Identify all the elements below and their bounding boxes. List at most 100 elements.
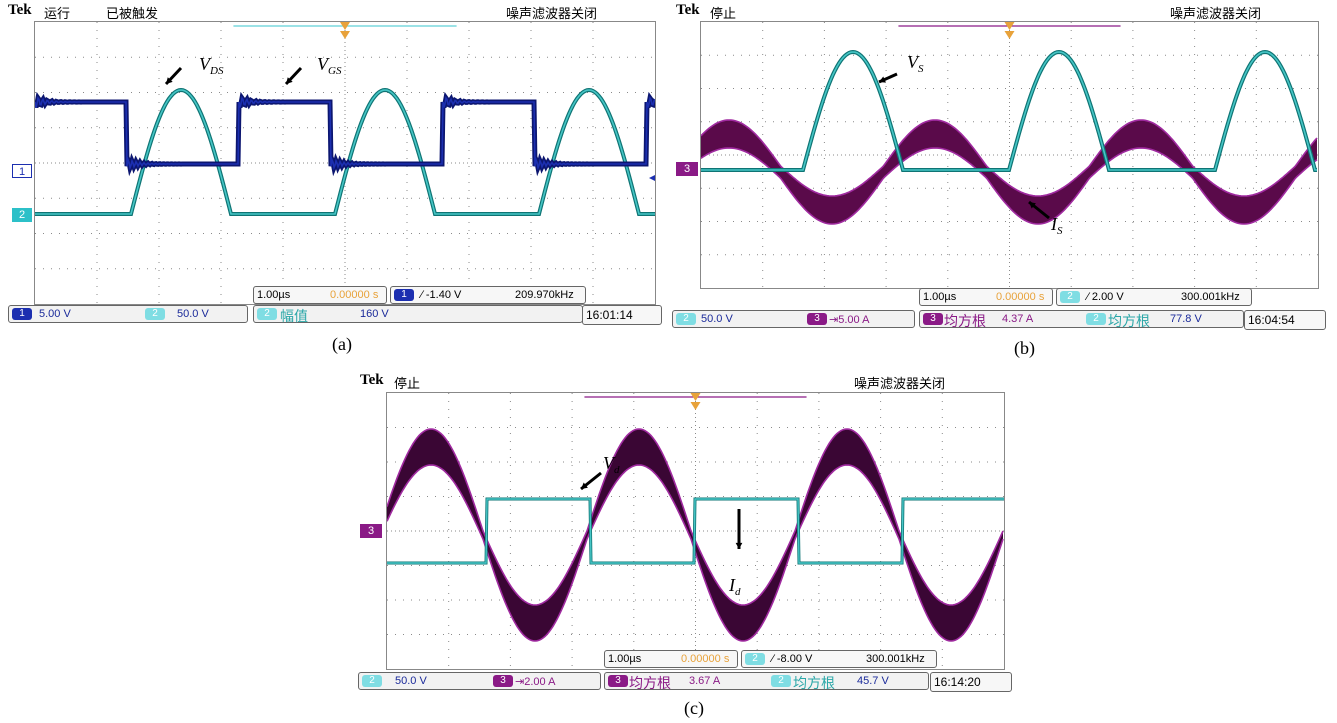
ch1-chip: 1: [12, 308, 32, 320]
timebase-box-b: 1.00µs 0.00000 s: [919, 288, 1053, 306]
vgs-arrow-head: [286, 77, 293, 84]
channel-2-marker: 2: [12, 208, 32, 222]
id-label: Id: [728, 575, 741, 598]
ch2-chip: 2: [362, 675, 382, 687]
timebase-value: 1.00µs: [257, 289, 291, 301]
caption-c: (c): [684, 698, 704, 718]
vs-trace: [701, 51, 1317, 171]
is-trace-band: [701, 120, 1317, 224]
id-trace: [387, 498, 1004, 564]
brand-label: Tek: [360, 372, 384, 388]
ch3-scale: ⇥5.00 A: [829, 314, 870, 326]
trigger-state: 已被触发: [106, 6, 159, 21]
vs-label: VS: [907, 52, 924, 75]
trigger-level: ∕ -8.00 V: [772, 653, 813, 665]
trigger-channel-chip: 1: [394, 289, 414, 301]
trigger-box-a: 1 ∕ -1.40 V 209.970kHz: [390, 286, 586, 304]
is-trace-lower: [701, 147, 1318, 225]
vs-arrow-head: [879, 76, 886, 83]
meas2-value: 77.8 V: [1170, 313, 1202, 325]
timebase-box-c: 1.00µs 0.00000 s: [604, 650, 738, 668]
brand-label: Tek: [8, 2, 32, 18]
meas1-name: 均方根: [944, 313, 986, 329]
meas2-chip: 2: [1086, 313, 1106, 325]
channel-1-marker: 1: [12, 164, 32, 178]
meas1-chip: 3: [923, 313, 943, 325]
timebase-value: 1.00µs: [923, 291, 957, 303]
trigger-position-icon: [690, 393, 701, 401]
noise-filter-status: 噪声滤波器关闭: [854, 376, 946, 391]
clock-b: 16:04:54: [1244, 310, 1326, 330]
is-label: IS: [1050, 214, 1063, 237]
meas-chip: 2: [257, 308, 277, 320]
ch2-scale: 50.0 V: [701, 313, 733, 325]
scope-panel-c: Tek 停止 噪声滤波器关闭 Vd Id 3 1.00µs 0.00000 s 2…: [358, 366, 1020, 723]
is-trace-upper: [701, 119, 1318, 197]
trigger-box-b: 2 ∕ 2.00 V 300.001kHz: [1056, 288, 1252, 306]
ch1-scale: 5.00 V: [39, 308, 71, 320]
trigger-position-icon: [1004, 31, 1015, 39]
delay-value: 0.00000 s: [330, 289, 379, 301]
meas2-chip: 2: [771, 675, 791, 687]
vds-arrow-head: [166, 77, 173, 84]
trigger-position-icon: [340, 31, 350, 39]
waveform-plot-b: VS IS: [701, 22, 1318, 288]
waveform-screen-b: VS IS: [700, 21, 1319, 289]
run-state: 运行: [44, 6, 71, 21]
meas1-value: 4.37 A: [1002, 313, 1034, 325]
id-arrow-head: [735, 542, 743, 549]
scope-panel-b: Tek 停止 噪声滤波器关闭 VS IS 3 1.00µs 0.00000 s 2…: [672, 0, 1332, 360]
brand-label: Tek: [676, 2, 700, 18]
caption-a: (a): [332, 334, 352, 354]
delay-value: 0.00000 s: [681, 653, 730, 665]
trigger-frequency: 300.001kHz: [1181, 291, 1240, 303]
meas-name: 幅值: [280, 308, 308, 324]
ch3-chip: 3: [807, 313, 827, 325]
scope-header-b: Tek 停止 噪声滤波器关闭: [672, 0, 1332, 22]
vgs-trace: [35, 96, 655, 171]
vgs-label: VGS: [317, 54, 342, 77]
meas1-chip: 3: [608, 675, 628, 687]
trigger-position-icon: [690, 402, 701, 410]
run-state: 停止: [394, 376, 421, 391]
ch3-scale: ⇥2.00 A: [515, 676, 556, 688]
trigger-frequency: 300.001kHz: [866, 653, 925, 665]
delay-value: 0.00000 s: [996, 291, 1045, 303]
meas-value: 160 V: [360, 308, 389, 320]
measurement-bar-c: 3 均方根 3.67 A 2 均方根 45.7 V: [604, 672, 929, 691]
waveform-plot-a: VDS VGS: [35, 22, 655, 304]
run-state: 停止: [710, 6, 737, 21]
measurement-bar-a: 2 幅值 160 V: [253, 305, 583, 324]
channel-bar-b: 2 50.0 V 3 ⇥5.00 A: [672, 310, 915, 328]
vd-arrow-head: [581, 482, 588, 489]
channel-3-marker: 3: [676, 162, 698, 176]
channel-bar-a: 1 5.00 V 2 50.0 V: [8, 305, 248, 323]
clock-a: 16:01:14: [582, 305, 662, 325]
meas1-name: 均方根: [629, 675, 671, 691]
measurement-bar-b: 3 均方根 4.37 A 2 均方根 77.8 V: [919, 310, 1244, 329]
channel-3-marker: 3: [360, 524, 382, 538]
ch3-chip: 3: [493, 675, 513, 687]
trigger-channel-chip: 2: [1060, 291, 1080, 303]
meas2-name: 均方根: [1108, 313, 1150, 329]
timebase-value: 1.00µs: [608, 653, 642, 665]
ch2-scale: 50.0 V: [177, 308, 209, 320]
noise-filter-status: 噪声滤波器关闭: [506, 6, 598, 21]
waveform-screen-c: Vd Id: [386, 392, 1005, 670]
timebase-box-a: 1.00µs 0.00000 s: [253, 286, 387, 304]
is-arrow-head: [1029, 202, 1036, 209]
ch2-chip: 2: [676, 313, 696, 325]
scope-panel-a: Tek 运行 已被触发 噪声滤波器关闭 VDS VGS 1 2 1.00µs 0.…: [8, 0, 663, 360]
channel-bar-c: 2 50.0 V 3 ⇥2.00 A: [358, 672, 601, 690]
trigger-channel-chip: 2: [745, 653, 765, 665]
scope-header-c: Tek 停止 噪声滤波器关闭: [358, 366, 1020, 391]
vd-trace-band: [387, 429, 1003, 641]
trigger-level: ∕ -1.40 V: [421, 289, 462, 301]
ch2-scale: 50.0 V: [395, 675, 427, 687]
trigger-position-icon: [1004, 22, 1015, 30]
meas2-name: 均方根: [793, 675, 835, 691]
meas2-value: 45.7 V: [857, 675, 889, 687]
clock-c: 16:14:20: [930, 672, 1012, 692]
caption-b: (b): [1014, 338, 1035, 358]
